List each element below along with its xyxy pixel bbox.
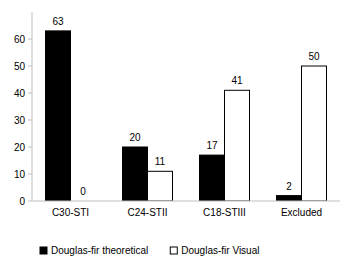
data-label: 17 [206,140,218,151]
x-tick-label: C18-STIII [203,207,246,218]
y-tick-label: 40 [14,88,26,99]
y-tick [28,120,32,121]
y-tick-label: 20 [14,142,26,153]
legend-label: Douglas-fir theoretical [51,245,148,256]
data-labels: 63201720114150 [52,16,320,197]
data-label: 0 [80,186,86,197]
legend-label: Douglas-fir Visual [181,245,259,256]
y-tick-label: 30 [14,115,26,126]
chart-svg: 010203040506063201720114150C30-STIC24-ST… [0,0,345,273]
bar [302,66,327,201]
bar [200,155,225,201]
data-label: 2 [286,181,292,192]
y-axis-line [32,12,33,201]
y-tick [28,66,32,67]
x-tick-label: C30-STI [52,207,89,218]
data-label: 41 [231,75,243,86]
bar [277,196,302,201]
y-tick [28,39,32,40]
bar [123,147,148,201]
data-label: 20 [129,132,141,143]
y-tick-label: 0 [19,196,25,207]
bar [148,171,173,201]
legend-swatch [40,247,47,254]
y-tick [28,174,32,175]
y-tick [28,147,32,148]
x-tick-label: C24-STII [127,207,167,218]
y-tick-label: 50 [14,61,26,72]
bar [225,90,250,201]
x-axis-line [32,201,340,202]
y-tick-label: 10 [14,169,26,180]
y-tick [28,201,32,202]
x-tick-label: Excluded [281,207,322,218]
legend-swatch [170,247,177,254]
data-label: 63 [52,16,64,27]
chart-container: 010203040506063201720114150C30-STIC24-ST… [0,0,345,273]
data-label: 11 [155,156,166,167]
legend: Douglas-fir theoretical Douglas-fir Visua… [40,245,259,256]
bar [46,31,71,201]
data-label: 50 [308,51,320,62]
y-tick [28,93,32,94]
bars [46,31,327,201]
y-tick-label: 60 [14,34,26,45]
